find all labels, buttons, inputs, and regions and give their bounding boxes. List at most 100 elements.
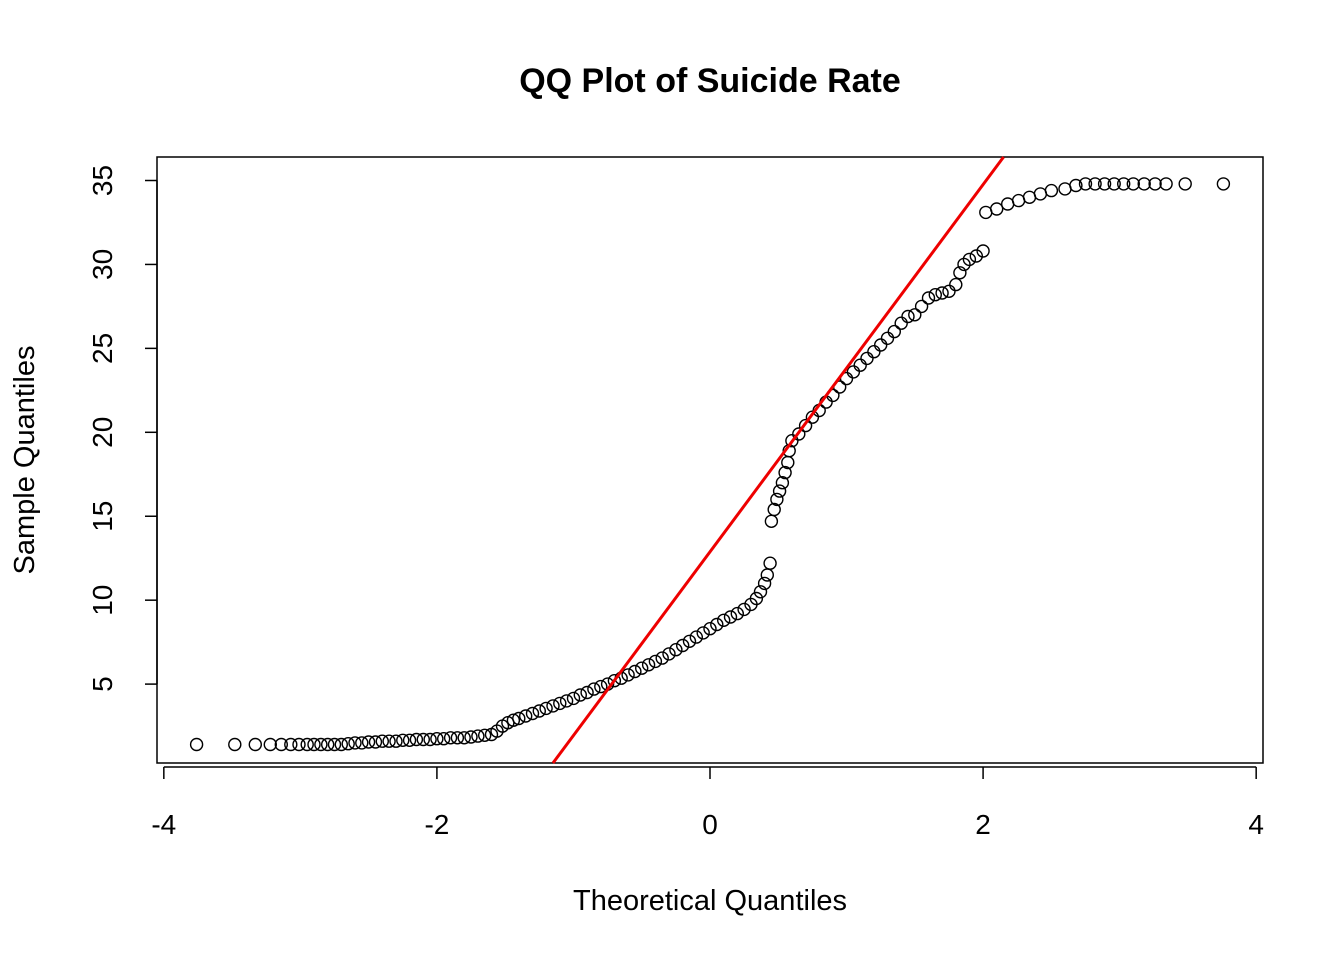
data-point [723,610,738,624]
data-point [976,244,990,258]
data-point [263,737,277,752]
x-axis-label: Theoretical Quantiles [573,885,847,917]
data-point [1148,177,1162,191]
chart-title: QQ Plot of Suicide Rate [519,62,901,100]
data-point [798,418,813,433]
plot-box [156,156,1264,764]
x-tick-label: 0 [702,809,718,840]
data-point [1033,187,1048,201]
data-point [314,737,328,752]
qq-reference-line [551,156,1005,764]
data-point [409,732,424,747]
y-tick-label: 20 [87,417,118,448]
y-tick-label: 30 [87,249,118,280]
data-point [676,638,690,653]
data-point [307,737,321,752]
data-point [853,358,867,372]
data-point [382,734,396,748]
x-tick-label: -2 [424,809,449,840]
x-tick-label: 4 [1248,809,1264,840]
data-point [669,643,683,657]
data-point [594,679,608,694]
data-point [703,622,717,636]
data-point [770,492,784,507]
data-point [1088,177,1102,191]
data-point [464,730,478,744]
data-point [969,249,983,263]
data-points [189,177,1231,752]
data-point [655,651,669,665]
data-point [962,252,977,267]
data-point [443,731,458,745]
data-point [696,626,710,640]
data-point [607,674,622,688]
data-point [1078,177,1093,191]
data-point [1178,177,1192,191]
data-point [860,351,874,366]
data-point [874,338,888,352]
data-point [953,266,967,280]
data-point [792,427,806,441]
data-point [587,682,601,696]
data-point [867,345,881,359]
data-point [1159,177,1173,191]
data-point [689,630,703,644]
data-point [396,733,410,747]
data-point [901,309,915,324]
data-point [648,654,663,669]
data-point [914,299,929,314]
data-point [471,729,485,743]
data-point [1011,193,1026,208]
data-point [573,688,587,702]
data-point [1116,177,1131,191]
data-point [450,731,465,745]
data-point [228,737,242,752]
data-point [710,617,724,632]
data-point [416,732,430,747]
data-point [559,694,574,708]
data-point [284,737,298,752]
data-point [321,737,335,752]
data-point [341,737,355,751]
data-point [760,568,774,582]
data-point [1022,190,1037,205]
data-point [292,737,306,752]
data-point [478,728,492,742]
y-tick-label: 15 [87,501,118,532]
data-point [921,291,936,305]
y-axis-label: Sample Quantiles [9,346,41,575]
data-point [423,732,437,747]
data-point [327,737,342,752]
data-point [949,277,963,292]
data-point [641,658,656,672]
x-axis: -4 -2 0 2 4 [151,766,1264,840]
data-point [887,324,901,339]
data-point [894,316,908,330]
data-point [532,704,546,718]
data-point [764,514,779,528]
x-tick-label: 2 [975,809,991,840]
data-point [1058,182,1072,196]
data-point [1069,178,1083,193]
data-point [621,668,635,682]
data-point [361,735,376,749]
y-tick-label: 5 [87,676,118,692]
data-point [928,288,942,302]
data-point [772,484,787,498]
data-point [990,202,1004,216]
data-point [525,706,540,721]
data-point [457,731,471,745]
data-point [935,286,949,300]
data-point [355,736,369,750]
data-point [300,737,314,752]
reference-line [551,156,1005,764]
data-point [539,701,553,716]
data-point [1107,177,1121,191]
data-point [375,734,389,748]
data-point [566,691,581,706]
data-point [763,556,777,570]
data-point [628,664,642,679]
data-point [519,709,533,723]
data-point [546,699,560,713]
